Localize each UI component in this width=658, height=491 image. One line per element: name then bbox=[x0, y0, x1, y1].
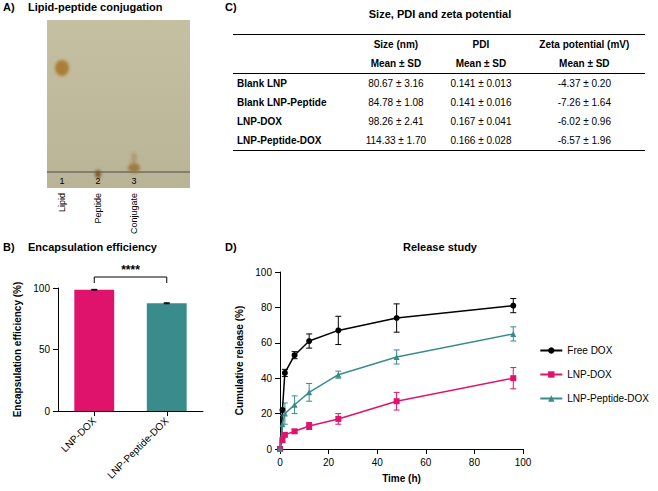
html-text:Mean ± SD: Mean ± SD bbox=[559, 58, 610, 69]
svg-text:2: 2 bbox=[95, 176, 100, 186]
svg-text:Time (h): Time (h) bbox=[382, 473, 421, 484]
html-text:Release study: Release study bbox=[403, 241, 477, 253]
html-text:Mean ± SD: Mean ± SD bbox=[370, 58, 422, 69]
svg-text:Cumulative release (%): Cumulative release (%) bbox=[234, 306, 245, 416]
html-text:98.26 ± 2.41: 98.26 ± 2.41 bbox=[368, 116, 424, 127]
svg-text:Free DOX: Free DOX bbox=[567, 345, 612, 356]
html-text:-7.26 ± 1.64: -7.26 ± 1.64 bbox=[557, 97, 611, 108]
html-text:LNP-DOX: LNP-DOX bbox=[237, 116, 282, 127]
html-text:114.33 ± 1.70: 114.33 ± 1.70 bbox=[365, 135, 427, 146]
html-text:A): A) bbox=[3, 1, 15, 13]
html-text:0.141 ± 0.016: 0.141 ± 0.016 bbox=[450, 97, 512, 108]
html-text:Zeta potential (mV): Zeta potential (mV) bbox=[539, 39, 630, 50]
svg-text:0: 0 bbox=[277, 457, 283, 468]
svg-text:80: 80 bbox=[261, 302, 273, 313]
svg-text:100: 100 bbox=[255, 267, 272, 278]
html-text:Mean ± SD: Mean ± SD bbox=[455, 58, 507, 69]
svg-text:0: 0 bbox=[266, 444, 272, 455]
svg-text:60: 60 bbox=[420, 457, 432, 468]
html-text:-4.37 ± 0.20: -4.37 ± 0.20 bbox=[557, 78, 611, 89]
svg-text:0: 0 bbox=[44, 406, 50, 417]
html-text:84.78 ± 1.08: 84.78 ± 1.08 bbox=[368, 97, 424, 108]
svg-text:50: 50 bbox=[39, 344, 51, 355]
svg-text:LNP-DOX: LNP-DOX bbox=[567, 369, 612, 380]
svg-text:80: 80 bbox=[469, 457, 481, 468]
svg-text:40: 40 bbox=[261, 373, 273, 384]
svg-text:20: 20 bbox=[323, 457, 335, 468]
svg-text:****: **** bbox=[121, 263, 140, 277]
html-text:PDI: PDI bbox=[472, 39, 490, 50]
html-text:Size (nm): Size (nm) bbox=[373, 39, 419, 50]
svg-text:LNP-DOX: LNP-DOX bbox=[59, 415, 98, 454]
svg-text:LNP-Peptide-DOX: LNP-Peptide-DOX bbox=[567, 393, 649, 404]
html-text:D): D) bbox=[225, 241, 237, 253]
html-text:Encapsulation efficiency: Encapsulation efficiency bbox=[28, 241, 157, 253]
svg-text:3: 3 bbox=[131, 176, 136, 186]
svg-text:60: 60 bbox=[261, 337, 273, 348]
html-text:LNP-Peptide-DOX: LNP-Peptide-DOX bbox=[237, 135, 322, 146]
html-text:Size, PDI and zeta potential: Size, PDI and zeta potential bbox=[368, 8, 512, 20]
svg-text:100: 100 bbox=[515, 457, 532, 468]
svg-text:1: 1 bbox=[59, 176, 64, 186]
html-text:0.166 ± 0.028: 0.166 ± 0.028 bbox=[450, 135, 512, 146]
svg-text:Encapsulation efficiency (%): Encapsulation efficiency (%) bbox=[12, 282, 23, 418]
svg-text:40: 40 bbox=[372, 457, 384, 468]
svg-text:Lipid: Lipid bbox=[57, 193, 67, 212]
svg-text:Conjugate: Conjugate bbox=[129, 193, 139, 234]
html-text:C): C) bbox=[225, 1, 237, 13]
html-text:Lipid-peptide conjugation: Lipid-peptide conjugation bbox=[28, 1, 163, 13]
svg-text:Peptide: Peptide bbox=[93, 193, 103, 224]
html-text:0.141 ± 0.013: 0.141 ± 0.013 bbox=[450, 78, 512, 89]
svg-text:100: 100 bbox=[33, 283, 50, 294]
html-text:-6.57 ± 1.96: -6.57 ± 1.96 bbox=[557, 135, 611, 146]
html-text:-6.02 ± 0.96: -6.02 ± 0.96 bbox=[557, 116, 611, 127]
html-text:Blank LNP-Peptide: Blank LNP-Peptide bbox=[237, 97, 327, 108]
svg-text:LNP-Peptide-DOX: LNP-Peptide-DOX bbox=[105, 415, 171, 481]
html-text:0.167 ± 0.041: 0.167 ± 0.041 bbox=[450, 116, 512, 127]
svg-text:20: 20 bbox=[261, 408, 273, 419]
html-text:B): B) bbox=[3, 241, 15, 253]
html-text:80.67 ± 3.16: 80.67 ± 3.16 bbox=[368, 78, 424, 89]
html-text:Blank LNP: Blank LNP bbox=[237, 78, 287, 89]
